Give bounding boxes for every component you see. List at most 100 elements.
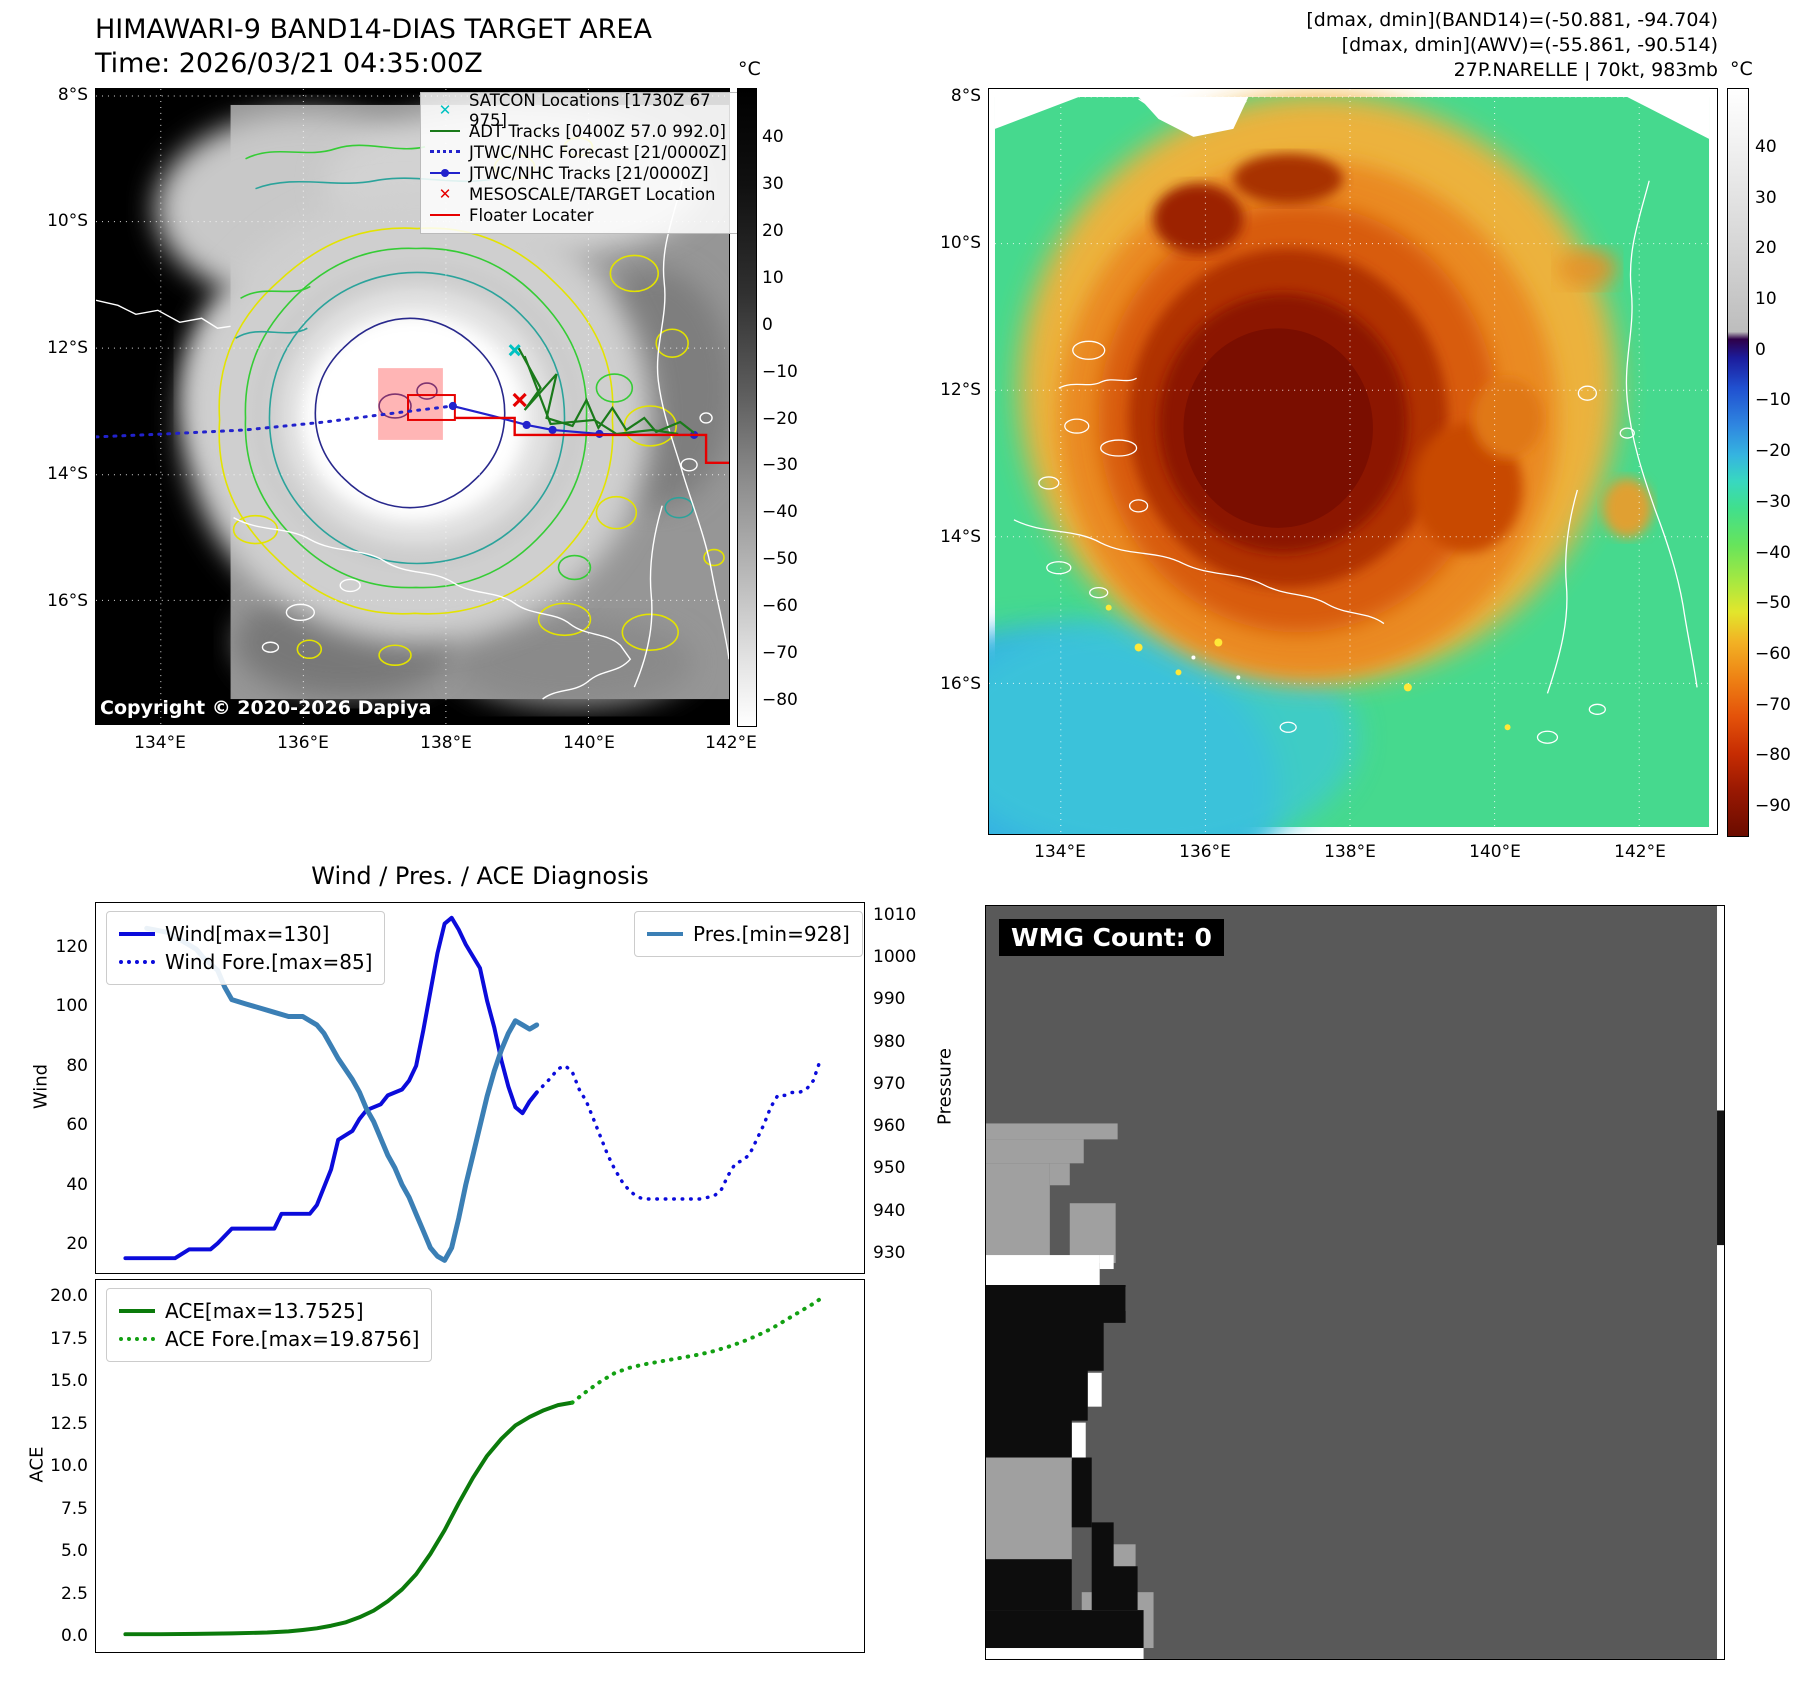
- tick-label: 134°E: [1034, 842, 1086, 862]
- tick-label: 30: [762, 173, 784, 194]
- tick-label: 20: [1755, 238, 1777, 259]
- awv-header: [dmax, dmin](BAND14)=(-50.881, -94.704) …: [1068, 8, 1718, 83]
- wmg-side-strip: [1717, 906, 1724, 1659]
- tick-label: −10: [1755, 390, 1791, 411]
- wind-forecast-legend-label: Wind Fore.[max=85]: [165, 950, 373, 974]
- track-line-dot-icon: [430, 166, 460, 181]
- band14-colorbar-unit: °C: [738, 58, 761, 80]
- tick-label: −40: [1755, 542, 1791, 563]
- tick-label: 930: [873, 1242, 906, 1263]
- legend-label: JTWC/NHC Tracks [21/0000Z]: [469, 163, 709, 183]
- pressure-axis-label: Pressure: [934, 1048, 956, 1125]
- jtwc-forecast-track-line: [96, 404, 455, 439]
- legend-row-floater: Floater Locater: [430, 205, 736, 226]
- tick-label: 100: [55, 996, 88, 1017]
- legend-label: JTWC/NHC Forecast [21/0000Z]: [469, 142, 727, 162]
- tick-label: 10.0: [50, 1456, 88, 1476]
- awv-colorbar: [1727, 88, 1749, 837]
- tick-label: 2.5: [60, 1583, 88, 1604]
- mesoscale-target-box: [378, 368, 456, 440]
- tick-label: 8°S: [57, 85, 88, 105]
- tick-label: 16°S: [47, 591, 88, 611]
- tick-label: 0: [762, 314, 773, 335]
- tick-label: 980: [873, 1031, 906, 1052]
- tick-label: 138°E: [420, 733, 472, 753]
- tick-label: −20: [762, 408, 798, 429]
- copyright-text: Copyright © 2020-2026 Dapiya: [100, 697, 432, 719]
- tick-label: 142°E: [1614, 842, 1666, 862]
- legend-row-adt: ADT Tracks [0400Z 57.0 992.0]: [430, 121, 736, 142]
- awv-header-line2: [dmax, dmin](AWV)=(-55.861, -90.514): [1341, 34, 1718, 56]
- tick-label: 120: [55, 936, 88, 957]
- adt-track-lines: [517, 347, 695, 436]
- tick-label: 40: [66, 1174, 88, 1195]
- wmg-panel: [985, 905, 1725, 1660]
- band14-coastlines: [96, 180, 729, 700]
- tick-label: −90: [1755, 796, 1791, 816]
- tick-label: 1010: [873, 904, 917, 925]
- awv-satellite-image: [989, 94, 1710, 834]
- satcon-x-marker: [508, 344, 521, 357]
- tick-label: −20: [1755, 441, 1791, 462]
- tick-label: 10°S: [940, 233, 981, 253]
- series-line: [144, 925, 540, 1263]
- tick-label: 7.5: [60, 1498, 88, 1519]
- wind-legend-label: Wind[max=130]: [165, 922, 330, 946]
- floater-line-icon: [430, 208, 460, 223]
- tick-label: 142°E: [705, 733, 757, 753]
- tick-label: −70: [1755, 694, 1791, 715]
- band14-colorbar: [737, 88, 757, 727]
- tick-label: 14°S: [940, 527, 981, 547]
- tick-label: 0: [1755, 339, 1766, 360]
- tick-label: 140°E: [563, 733, 615, 753]
- series-line: [123, 915, 539, 1261]
- tick-label: −30: [762, 455, 798, 476]
- tick-label: 0.0: [60, 1626, 88, 1646]
- tick-label: 10: [762, 267, 784, 288]
- ace-forecast-legend-label: ACE Fore.[max=19.8756]: [165, 1327, 420, 1351]
- tick-label: 10: [1755, 289, 1777, 310]
- legend-label: Floater Locater: [469, 205, 594, 225]
- tick-label: 60: [66, 1115, 88, 1136]
- wind-legend-row: Wind[max=130]: [119, 920, 372, 948]
- tick-label: 12°S: [47, 338, 88, 358]
- tick-label: −30: [1755, 491, 1791, 512]
- tick-label: 20: [66, 1234, 88, 1255]
- tick-label: 136°E: [277, 733, 329, 753]
- wmg-count-label: WMG Count: 0: [999, 919, 1224, 956]
- tick-label: −80: [762, 690, 798, 710]
- tick-label: 990: [873, 989, 906, 1010]
- mesoscale-target-x-marker: [512, 392, 527, 408]
- wmg-side-strip-black: [1717, 1110, 1724, 1246]
- tick-label: 40: [762, 127, 784, 147]
- series-line: [123, 1400, 575, 1637]
- tick-label: 5.0: [60, 1541, 88, 1561]
- forecast-dotted-line-icon: [430, 145, 460, 160]
- tick-label: −60: [1755, 643, 1791, 664]
- legend-label: ADT Tracks [0400Z 57.0 992.0]: [469, 121, 726, 141]
- satcon-x-icon: ✕: [438, 101, 452, 119]
- pressure-legend-label: Pres.[min=928]: [693, 922, 850, 946]
- awv-header-line3: 27P.NARELLE | 70kt, 983mb: [1453, 59, 1718, 81]
- ace-legend-label: ACE[max=13.7525]: [165, 1299, 364, 1323]
- band14-title: HIMAWARI-9 BAND14-DIAS TARGET AREA: [95, 14, 652, 45]
- ace-legend: ACE[max=13.7525] ACE Fore.[max=19.8756]: [106, 1288, 433, 1362]
- tick-label: 136°E: [1179, 842, 1231, 862]
- legend-label: SATCON Locations [1730Z 67 975]: [469, 90, 711, 130]
- tick-label: 134°E: [134, 733, 186, 753]
- tick-label: −60: [762, 596, 798, 617]
- wind-axis-label: Wind: [30, 1063, 52, 1110]
- tick-label: 140°E: [1469, 842, 1521, 862]
- awv-colorbar-unit: °C: [1730, 58, 1753, 80]
- pressure-line-icon: [647, 932, 683, 936]
- awv-coastlines: [1013, 98, 1698, 744]
- tick-label: 940: [873, 1200, 906, 1221]
- tick-label: 40: [1755, 137, 1777, 157]
- wmg-black-regions: [986, 1284, 1144, 1649]
- awv-map: [988, 88, 1718, 835]
- series-line: [534, 1058, 823, 1201]
- legend-label: MESOSCALE/TARGET Location: [469, 184, 716, 204]
- wind-line-icon: [119, 932, 155, 936]
- tick-label: 12.5: [50, 1413, 88, 1434]
